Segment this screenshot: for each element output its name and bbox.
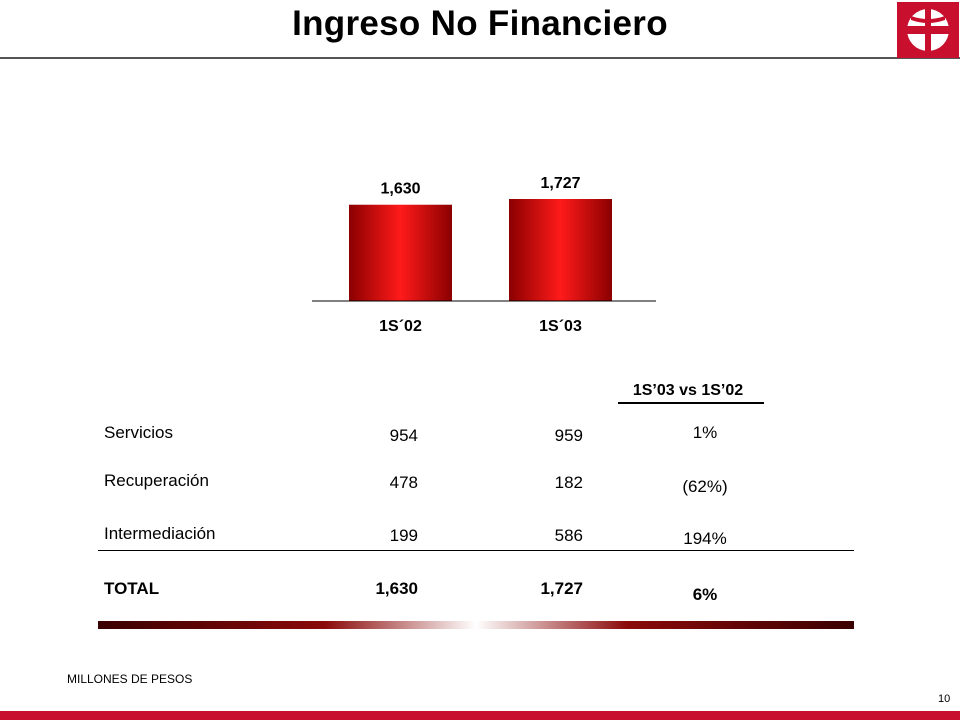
- bar-value-label-0: 1,630: [380, 181, 420, 198]
- value-1s03-intermediacion: 586: [554, 526, 583, 545]
- banorte-logo-icon: [897, 2, 959, 58]
- change-total: 6%: [692, 585, 718, 604]
- change-recuperacion: (62%): [682, 477, 728, 496]
- value-1s03-recuperacion: 182: [554, 473, 583, 492]
- x-tick-label-0: 1S´02: [379, 318, 422, 335]
- bar-0: [349, 204, 452, 301]
- comparison-header-underline: [618, 402, 764, 404]
- value-1s03-total: 1,727: [540, 579, 583, 598]
- row-label-intermediacion: Intermediación: [104, 524, 216, 543]
- row-label-servicios: Servicios: [104, 423, 173, 442]
- value-1s02-total: 1,630: [375, 579, 418, 598]
- change-intermediacion: 194%: [683, 529, 727, 548]
- bar-value-label-1: 1,727: [540, 175, 580, 192]
- value-1s02-intermediacion: 199: [389, 526, 418, 545]
- change-servicios: 1%: [692, 423, 718, 442]
- title-divider: [0, 57, 960, 59]
- row-label-total: TOTAL: [104, 579, 160, 598]
- table-bottom-rule: [98, 621, 854, 629]
- page-number: 10: [938, 693, 951, 705]
- footer-band: [0, 711, 960, 720]
- page-title: Ingreso No Financiero: [292, 4, 668, 43]
- row-label-recuperacion: Recuperación: [104, 471, 209, 490]
- value-1s03-servicios: 959: [554, 426, 583, 445]
- bar-1: [509, 199, 612, 301]
- bar-chart: 1,630 1,727 1S´02 1S´03: [312, 175, 656, 335]
- total-separator: [98, 550, 854, 551]
- value-1s02-recuperacion: 478: [389, 473, 418, 492]
- x-tick-label-1: 1S´03: [539, 318, 582, 335]
- value-1s02-servicios: 954: [389, 426, 418, 445]
- comparison-header: 1S’03 vs 1S’02: [632, 382, 744, 399]
- units-note: MILLONES DE PESOS: [67, 672, 193, 686]
